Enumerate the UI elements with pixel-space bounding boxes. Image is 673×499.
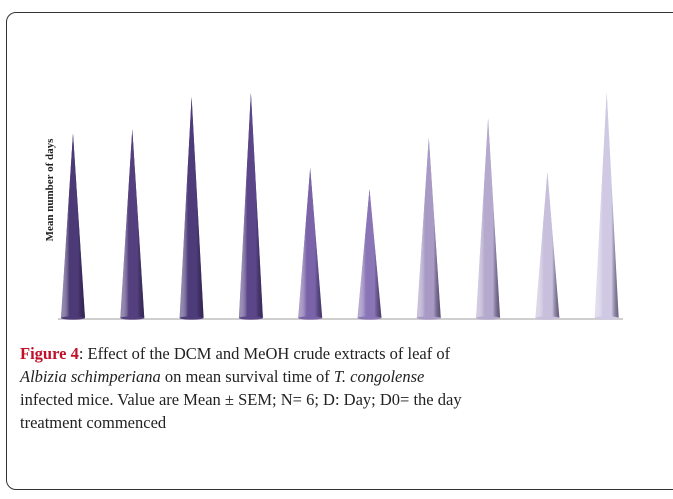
cone-shading-6 <box>357 189 382 318</box>
chart-floor <box>58 318 623 320</box>
cone-base-10 <box>594 316 619 320</box>
cone-shading-4 <box>238 92 263 319</box>
cone-shading-5 <box>298 167 323 318</box>
caption-line-1: Figure 4: Effect of the DCM and MeOH cru… <box>20 342 673 365</box>
cone-shading-10 <box>594 92 619 319</box>
cone-base-5 <box>298 316 323 320</box>
cone-base-7 <box>416 316 441 320</box>
caption-line-3: infected mice. Value are Mean ± SEM; N= … <box>20 390 462 409</box>
cone-shading-9 <box>535 172 560 318</box>
y-axis-label: Mean number of days <box>44 138 56 242</box>
cone-shading-8 <box>476 118 501 319</box>
caption-line-2: Albizia schimperiana on mean survival ti… <box>20 365 673 388</box>
cone-base-2 <box>120 316 145 320</box>
caption-text-2: on mean survival time of <box>160 367 334 386</box>
cone-base-3 <box>179 316 204 320</box>
cone-shading-7 <box>416 137 441 318</box>
species-name: Albizia schimperiana <box>20 367 161 386</box>
cone-base-9 <box>535 316 560 320</box>
caption-text-1: : Effect of the DCM and MeOH crude extra… <box>78 344 451 363</box>
cone-base-8 <box>476 316 501 320</box>
cone-shading-3 <box>179 97 204 318</box>
figure-caption: Figure 4: Effect of the DCM and MeOH cru… <box>20 342 673 434</box>
cone-shading-2 <box>120 129 145 318</box>
cone-chart <box>58 92 623 320</box>
cone-base-1 <box>61 316 85 320</box>
figure-frame <box>6 12 673 490</box>
cone-base-4 <box>238 316 263 320</box>
cone-base-6 <box>357 316 382 320</box>
chart-area: Mean number of days <box>44 92 623 320</box>
organism-name: T. congolense <box>333 367 425 386</box>
caption-line-4: treatment commenced <box>20 413 167 432</box>
figure-number: Figure 4 <box>20 344 79 363</box>
cone-shading-1 <box>61 133 85 318</box>
